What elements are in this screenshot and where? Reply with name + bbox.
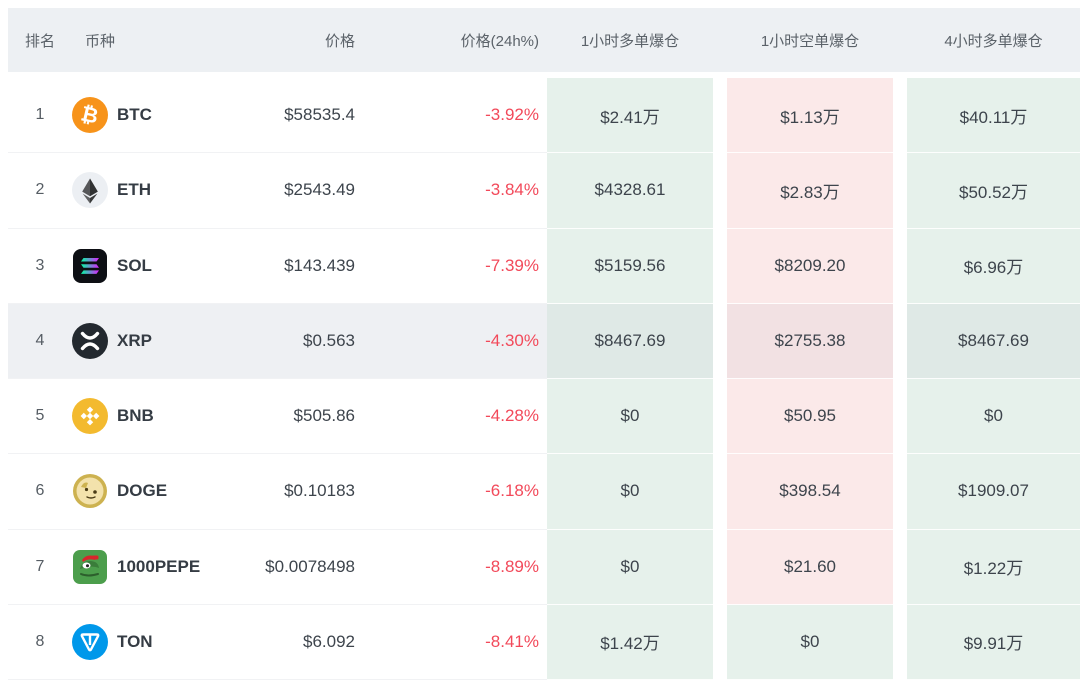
sol-icon [72, 248, 108, 284]
coin-name: SOL [117, 255, 152, 275]
liq-long-4h-value: $1909.07 [907, 454, 1080, 530]
liq-short-1h-value: $2.83万 [727, 153, 893, 229]
price-value: $505.86 [222, 379, 367, 455]
pepe-icon [72, 549, 108, 585]
price-value: $143.439 [222, 229, 367, 304]
change-24h-value: -4.28% [367, 379, 547, 455]
header-liq-long-4h[interactable]: 4小时多单爆仓 [944, 32, 1043, 50]
liq-short-1h-value: $50.95 [727, 379, 893, 455]
price-value: $0.0078498 [222, 530, 367, 605]
price-value: $0.563 [222, 303, 367, 379]
price-value: $0.10183 [222, 454, 367, 530]
table-row-bnb[interactable]: 5 BNB $505.86 -4.28% $0 $50.95 $0 [8, 379, 1080, 455]
coin-name: XRP [117, 330, 152, 350]
liq-short-1h-value: $21.60 [727, 529, 893, 605]
header-price[interactable]: 价格 [324, 32, 355, 50]
header-change-24h[interactable]: 价格(24h%) [460, 32, 539, 50]
coin-name: BTC [117, 105, 152, 125]
table-row-1000pepe[interactable]: 7 1000PEPE $0.0078498 -8.89% $0 $21.60 $… [8, 529, 1080, 605]
coin-name: ETH [117, 180, 151, 200]
table-header-row: 排名 币种 价格 价格(24h%) 1小时多单爆仓 1小时空单爆仓 4小时多单爆… [8, 8, 1080, 72]
table-row-eth[interactable]: 2 ETH $2543.49 -3.84% $4328.61 $2.83万 $5… [8, 153, 1080, 229]
price-value: $6.092 [222, 605, 367, 680]
liq-long-1h-value: $8467.69 [547, 303, 713, 379]
change-24h-value: -6.18% [367, 454, 547, 530]
change-24h-value: -3.92% [367, 78, 547, 154]
ton-icon [72, 623, 108, 660]
liq-long-4h-value: $50.52万 [907, 153, 1080, 229]
price-value: $2543.49 [222, 153, 367, 229]
doge-icon [72, 473, 108, 509]
liq-long-4h-value: $8467.69 [907, 303, 1080, 379]
rank-value: 3 [35, 256, 45, 274]
table-row-xrp[interactable]: 4 XRP $0.563 -4.30% $8467.69 $2755.38 $8… [8, 303, 1080, 379]
rank-value: 1 [35, 106, 45, 124]
change-24h-value: -4.30% [367, 303, 547, 379]
liq-long-4h-value: $0 [907, 379, 1080, 455]
header-liq-short-1h[interactable]: 1小时空单爆仓 [760, 32, 860, 50]
liq-short-1h-value: $2755.38 [727, 303, 893, 379]
rank-value: 6 [35, 482, 45, 500]
liq-short-1h-value: $8209.20 [727, 228, 893, 304]
liq-long-4h-value: $9.91万 [907, 604, 1080, 680]
change-24h-value: -7.39% [367, 229, 547, 304]
liq-short-1h-value: $398.54 [727, 454, 893, 530]
liq-long-1h-value: $4328.61 [547, 153, 713, 229]
liq-long-1h-value: $2.41万 [547, 78, 713, 154]
liq-short-1h-value: $1.13万 [727, 78, 893, 154]
liq-long-1h-value: $0 [547, 529, 713, 605]
rank-value: 2 [35, 181, 45, 199]
table-row-doge[interactable]: 6 DOGE $0.10183 -6.18% $0 $398.54 $1909.… [8, 454, 1080, 530]
bnb-icon [72, 398, 108, 435]
table-row-ton[interactable]: 8 TON $6.092 -8.41% $1.42万 $0 $9.91万 [8, 604, 1080, 680]
table-row-btc[interactable]: 1 ₿ BTC $58535.4 -3.92% $2.41万 $1.13万 $4… [8, 78, 1080, 154]
rank-value: 7 [35, 557, 45, 575]
liq-long-1h-value: $5159.56 [547, 228, 713, 304]
rank-value: 8 [35, 632, 45, 650]
rank-value: 4 [35, 331, 45, 349]
liq-long-4h-value: $6.96万 [907, 228, 1080, 304]
coin-name: DOGE [117, 481, 168, 501]
price-value: $58535.4 [222, 78, 367, 154]
change-24h-value: -3.84% [367, 153, 547, 229]
liq-long-4h-value: $1.22万 [907, 529, 1080, 605]
btc-icon: ₿ [72, 97, 108, 134]
change-24h-value: -8.89% [367, 530, 547, 605]
change-24h-value: -8.41% [367, 605, 547, 680]
header-rank[interactable]: 排名 [24, 32, 55, 50]
rank-value: 5 [35, 407, 45, 425]
coin-name: BNB [117, 406, 154, 426]
xrp-icon [72, 322, 108, 359]
liq-long-1h-value: $0 [547, 379, 713, 455]
liq-long-1h-value: $0 [547, 454, 713, 530]
header-coin[interactable]: 币种 [85, 32, 116, 50]
eth-icon [72, 172, 108, 209]
liq-long-4h-value: $40.11万 [907, 78, 1080, 154]
table-row-sol[interactable]: 3 SOL $143.439 -7.39% $5159.56 [8, 228, 1080, 304]
liq-short-1h-value: $0 [727, 604, 893, 680]
coin-name: TON [117, 631, 153, 651]
coin-name: 1000PEPE [117, 556, 201, 576]
liq-long-1h-value: $1.42万 [547, 604, 713, 680]
header-liq-long-1h[interactable]: 1小时多单爆仓 [580, 32, 680, 50]
